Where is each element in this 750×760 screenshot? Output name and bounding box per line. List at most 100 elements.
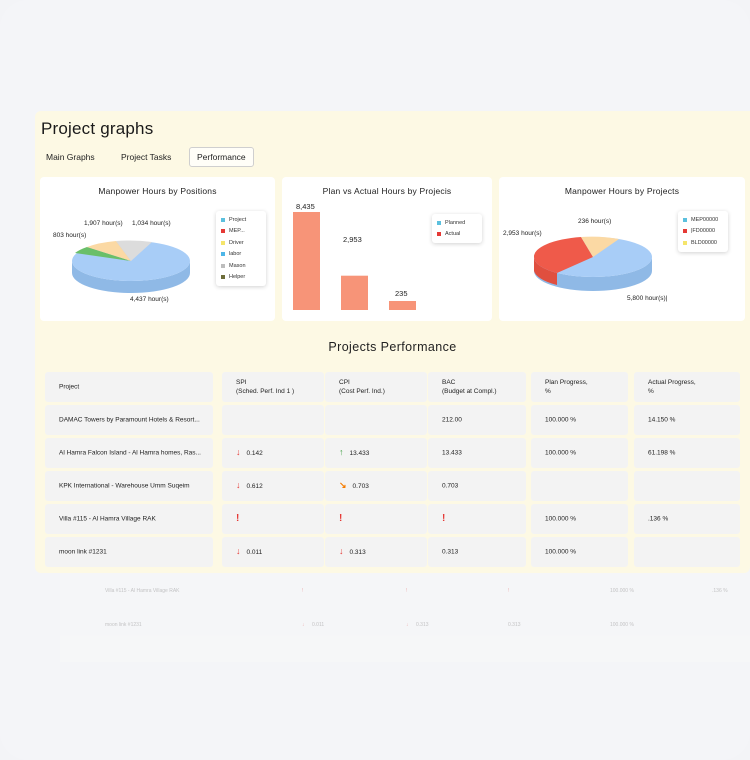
table-cell-spi: !: [222, 504, 324, 534]
legend-swatch: [221, 263, 225, 268]
ghost-cell: 100.000 %: [610, 622, 634, 628]
legend-item[interactable]: Actual: [437, 229, 477, 241]
table-cell-spi: [222, 405, 324, 435]
table-cell-project-text: KPK International - Warehouse Umm Suqeim: [59, 482, 190, 491]
bar-3[interactable]: [389, 301, 416, 310]
legend-item[interactable]: |FD00000: [683, 226, 723, 238]
table-header-cell: SPI (Sched. Perf. Ind 1 ): [222, 372, 324, 402]
table-header-cell-text: Project: [59, 383, 79, 392]
table-cell-bac-text: 0.313: [442, 548, 458, 557]
cell-value: DAMAC Towers by Paramount Hotels & Resor…: [59, 416, 200, 424]
pie-slice-helper: [75, 247, 131, 261]
header-label: Project: [59, 383, 80, 391]
table-cell-plan-text: 100.000 %: [545, 515, 576, 524]
bar-2[interactable]: [341, 275, 368, 310]
pie-slice-mason: [116, 240, 152, 261]
plan-actual-chart-card: Plan vs Actual Hours by Projecis 8,435 2…: [282, 177, 492, 321]
legend-label: Planned: [445, 219, 466, 226]
table-cell-actual: 14.150 %: [634, 405, 740, 435]
table-cell-actual: .136 %: [634, 504, 740, 534]
table-cell-cpi: !: [325, 504, 427, 534]
legend-item[interactable]: MEP...: [221, 226, 261, 238]
table-cell-cpi-text: ↘ 0.703: [339, 481, 369, 491]
cell-value: 0.011: [246, 549, 263, 556]
legend-item[interactable]: labor: [221, 249, 261, 261]
warning-icon: !: [236, 513, 240, 524]
cell-value: 0.313: [442, 548, 459, 556]
section-title: Projects Performance: [328, 340, 457, 354]
table-header-cell: CPI (Cost Perf. Ind.): [325, 372, 427, 402]
legend-item[interactable]: Helper: [221, 272, 261, 284]
arrow-down-icon: ↓: [236, 480, 241, 490]
bar-1[interactable]: [293, 212, 320, 310]
table-cell-bac-text: !: [442, 514, 445, 524]
legend-item[interactable]: Planned: [437, 217, 477, 229]
table-cell-plan: 100.000 %: [531, 405, 628, 435]
table-cell-project-text: Al Hamra Falcon Island - Al Hamra homes,…: [59, 449, 201, 458]
legend-item[interactable]: Mason: [221, 260, 261, 272]
pie-side: [534, 257, 652, 291]
table-cell-cpi: ↘ 0.703: [325, 471, 427, 501]
tab-performance[interactable]: Performance: [189, 147, 254, 167]
table-header-cell-text: CPI (Cost Perf. Ind.): [339, 378, 385, 396]
legend-item[interactable]: MEP00000: [683, 214, 723, 226]
table-cell-actual: [634, 471, 740, 501]
legend-label: Mason: [229, 262, 246, 269]
legend-label: Project: [229, 216, 247, 223]
table-cell-bac: 0.703: [428, 471, 526, 501]
chart-legend: Planned Actual: [432, 214, 482, 243]
table-cell-bac-text: 13.433: [442, 449, 462, 458]
legend-swatch: [221, 229, 225, 234]
legend-swatch: [221, 275, 225, 280]
ghost-cell: .136 %: [712, 588, 728, 594]
arrow-down-icon: ↓: [236, 447, 241, 457]
legend-item[interactable]: Project: [221, 214, 261, 226]
ghost-warning-icon: !: [508, 588, 510, 594]
cell-value: Al Hamra Falcon Island - Al Hamra homes,…: [59, 449, 201, 457]
table-cell-plan-text: 100.000 %: [545, 548, 576, 557]
table-cell-cpi: [325, 405, 427, 435]
table-cell-plan: 100.000 %: [531, 537, 628, 567]
table-cell-project: Al Hamra Falcon Island - Al Hamra homes,…: [45, 438, 213, 468]
cell-value: moon link #1231: [59, 548, 107, 556]
table-cell-spi-text: ↓ 0.011: [236, 547, 262, 557]
cell-value: 0.703: [442, 482, 459, 490]
table-cell-actual: 61.198 %: [634, 438, 740, 468]
tab-project-tasks[interactable]: Project Tasks: [121, 152, 172, 162]
ghost-warning-icon: !: [406, 588, 408, 594]
table-cell-bac-text: 0.703: [442, 482, 458, 491]
data-label: 803 hour(s): [53, 232, 87, 239]
table-cell-cpi-text: !: [339, 514, 342, 524]
table-cell-spi: ↓ 0.612: [222, 471, 324, 501]
tab-main-graphs[interactable]: Main Graphs: [46, 152, 95, 162]
projects-pie-chart: [533, 236, 652, 291]
header-sublabel: (Cost Perf. Ind.): [339, 388, 385, 395]
positions-pie-chart: [72, 240, 190, 293]
pie-side-red: [533, 257, 557, 285]
arrow-up-icon: ↑: [339, 447, 344, 457]
pie-slice-driver: [87, 241, 131, 261]
legend-item[interactable]: BLD00000: [683, 237, 723, 249]
header-label: Actual Progress,: [648, 379, 696, 386]
table-header-cell-text: Actual Progress,%: [648, 378, 696, 396]
legend-item[interactable]: Driver: [221, 237, 261, 249]
warning-icon: !: [339, 513, 343, 524]
warning-icon: !: [442, 513, 446, 524]
legend-swatch: [683, 229, 687, 234]
plan-actual-bar-chart: [293, 212, 416, 310]
cell-value: 0.313: [349, 549, 366, 556]
cell-value: 212.00: [442, 416, 462, 424]
cell-value: 0.612: [246, 483, 263, 490]
cell-value: 14.150 %: [648, 416, 676, 424]
header-label: CPI: [339, 379, 350, 386]
table-cell-bac: 0.313: [428, 537, 526, 567]
chart-legend: MEP00000 |FD00000 BLD00000: [678, 211, 728, 252]
table-cell-project: KPK International - Warehouse Umm Suqeim: [45, 471, 213, 501]
chart-title: Manpower Hours by Positions: [98, 186, 217, 196]
table-cell-cpi-text: ↑ 13.433: [339, 448, 369, 458]
legend-label: |FD00000: [691, 228, 716, 235]
table-cell-cpi-text: ↓ 0.313: [339, 547, 366, 557]
cell-value: Villa #115 - Al Hamra Village RAK: [59, 515, 156, 523]
arrow-down-icon: ↓: [339, 546, 344, 556]
header-sublabel: %: [545, 388, 551, 395]
